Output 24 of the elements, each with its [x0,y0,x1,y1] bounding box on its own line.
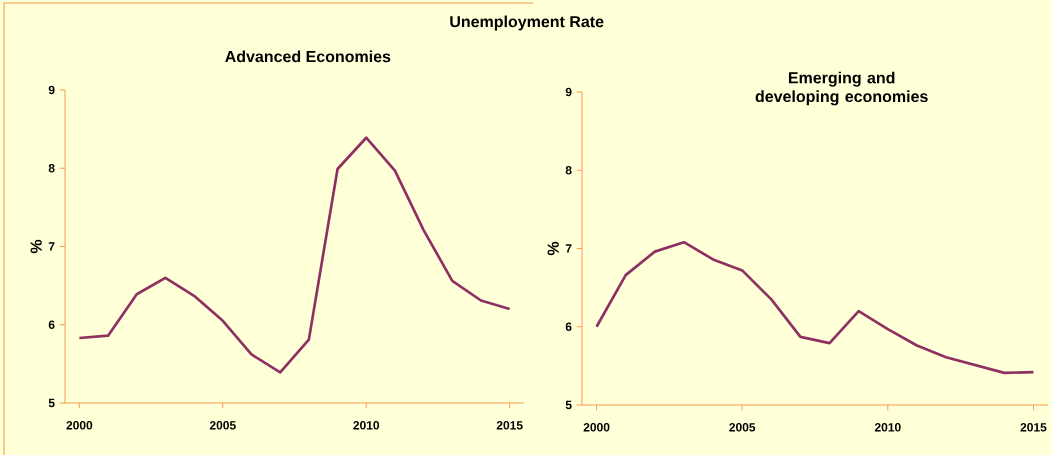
y-tick-label: 5 [565,401,572,410]
x-tick-label: 2010 [353,421,380,430]
x-tick-label: 2010 [874,423,901,432]
chart-title: Emerging and developing economies [755,71,928,106]
y-tick-label: 5 [48,399,55,408]
chart-title: Unemployment Rate [450,15,604,31]
y-tick-label: 7 [565,244,572,253]
y-tick-label: 6 [565,322,572,332]
chart-subtitle: Advanced Economies [225,50,391,63]
x-tick-label: 2000 [583,423,610,432]
y-tick-label: 8 [565,166,572,175]
x-tick-label: 2005 [729,423,756,432]
y-tick-label: 8 [48,164,55,173]
y-tick-label: 9 [48,85,55,95]
x-tick-label: 2015 [1020,423,1047,432]
line-series [78,136,511,375]
y-axis-title: % [30,240,42,254]
y-tick-label: 6 [48,320,55,330]
y-axis-title: % [547,242,559,256]
y-tick-label: 9 [565,87,572,97]
x-tick-label: 2015 [496,421,523,430]
x-tick-label: 2000 [66,421,93,430]
x-tick-label: 2005 [209,421,236,430]
y-tick-label: 7 [48,242,55,251]
